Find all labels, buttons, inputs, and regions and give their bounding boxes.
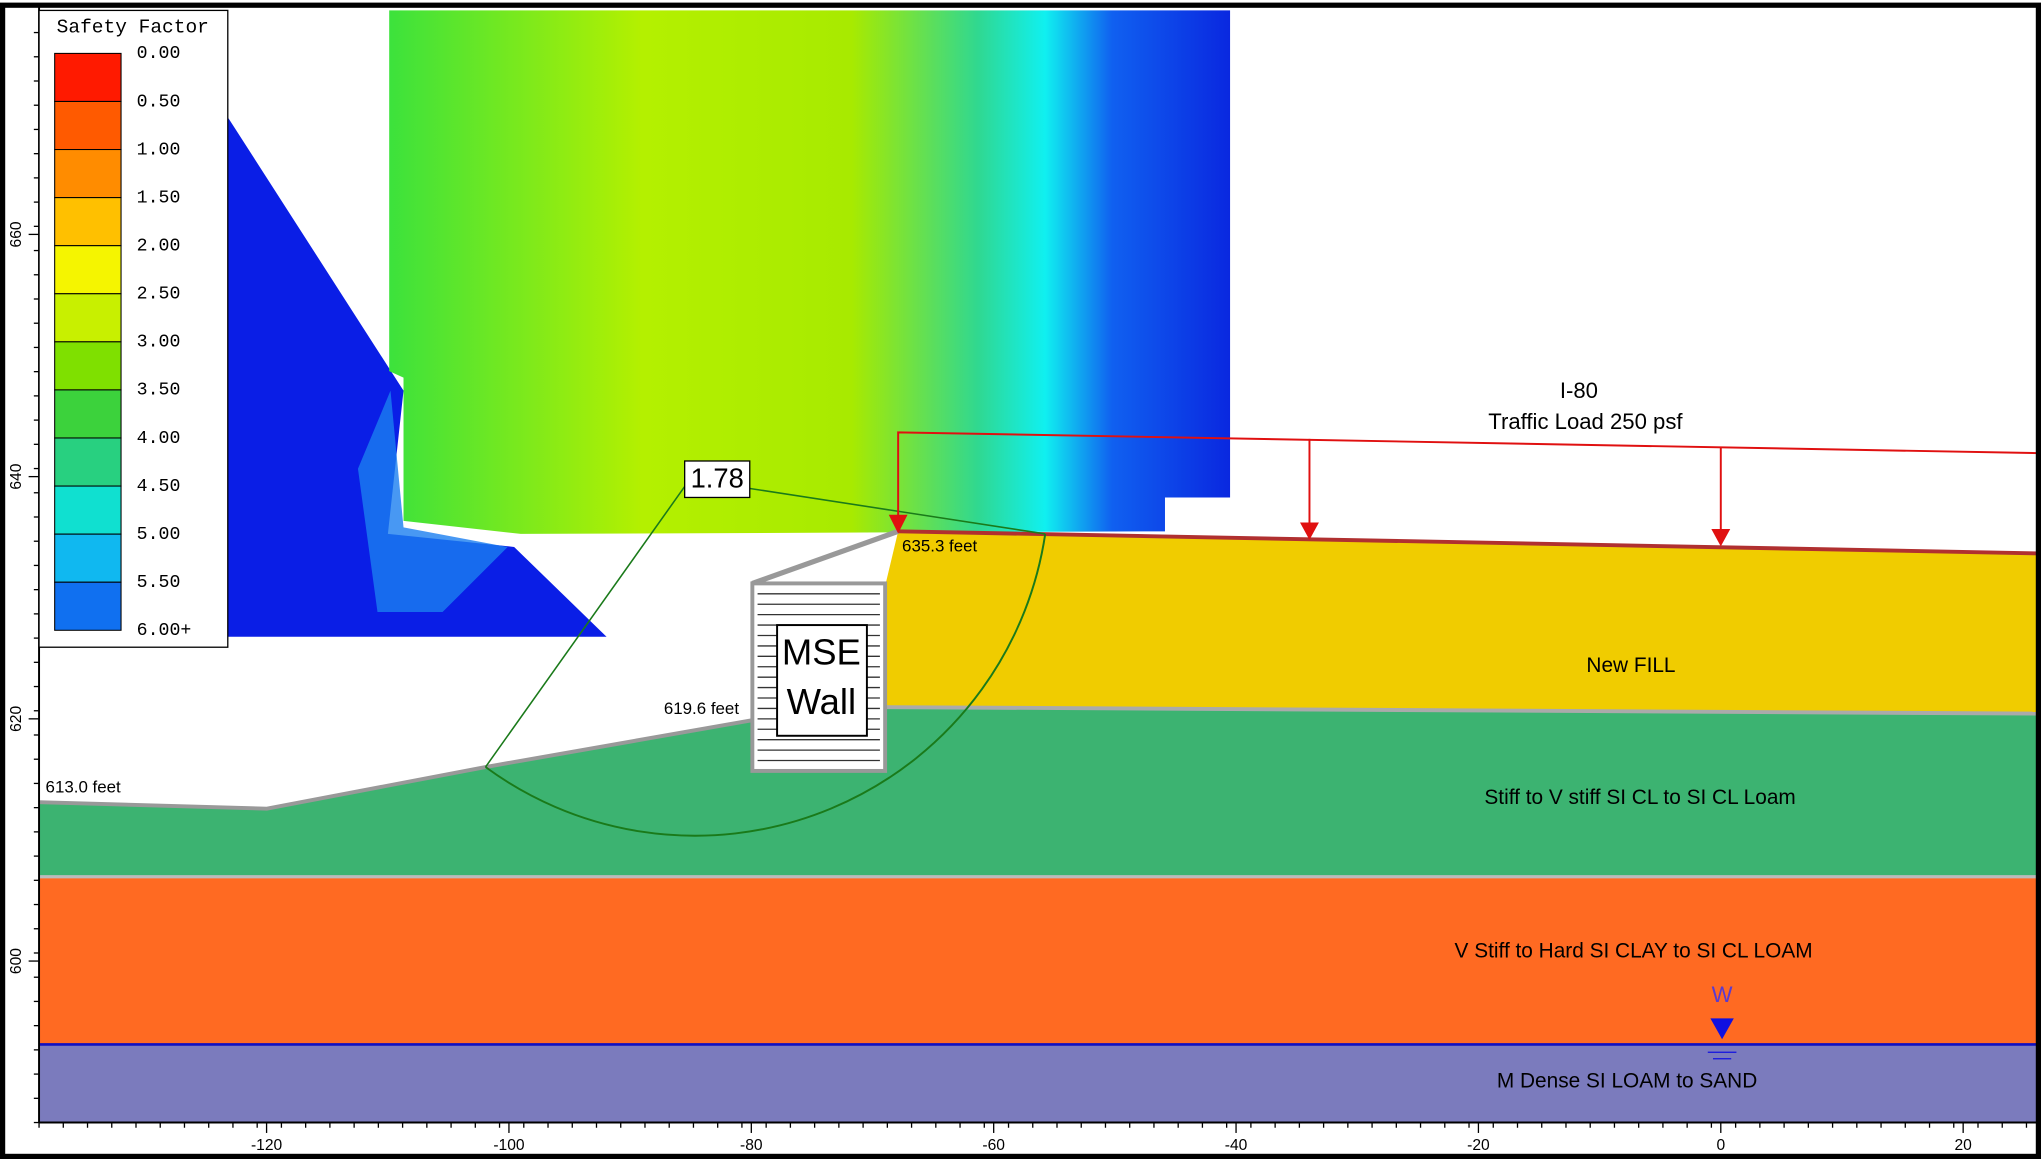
legend-label: 3.50 [137,381,181,401]
wall-label: MSE [782,632,861,673]
legend-label: 2.50 [137,285,181,305]
slip-circle [484,533,1047,837]
legend-label: 1.00 [137,140,181,160]
legend-swatch [54,245,122,295]
mse-wall: MSE Wall [750,581,888,773]
legend-swatch [54,52,122,102]
fill-top [898,529,2041,556]
contour-blue [227,117,607,637]
traffic-load [888,431,2041,547]
legend-swatch [54,437,122,487]
x-tick-label: -100 [493,1137,525,1154]
legend-label: 1.50 [137,188,181,208]
layer-clay [39,876,2041,1045]
factor-box [684,460,751,499]
legend-label: 3.00 [137,333,181,353]
x-tick-label: -60 [982,1137,1005,1154]
layer-fill [885,531,2041,714]
wall-slope [751,528,900,586]
legend-label: 0.50 [137,92,181,112]
legend-label: 4.00 [137,429,181,449]
ground-line [38,718,753,811]
x-tick-label: -20 [1467,1137,1490,1154]
load-title: I-80 [1560,378,1598,403]
legend-swatch [54,485,122,535]
legend-label: 5.00 [137,525,181,545]
y-tick-label: 600 [8,948,25,974]
y-tick-label: 660 [8,221,25,247]
contour-inner [357,390,508,613]
y-tick-label: 620 [8,705,25,731]
min-factor: 1.78 [691,463,744,494]
legend-swatch [54,293,122,343]
load-text: Traffic Load 250 psf [1488,409,1683,434]
layer-sand [39,1044,2041,1123]
legend-title: Safety Factor [57,17,209,39]
legend-label: 2.00 [137,237,181,257]
legend-label: 0.00 [137,44,181,64]
legend-swatch [54,533,122,583]
wall-label: Wall [787,681,856,722]
elevation-label: 635.3 feet [902,536,977,555]
ticks: -120 -100 -80 -60 -40 -20 0 20 600 620 640 660 [8,31,2028,1154]
legend: Safety Factor 0.00 0.50 1.00 1.50 2.00 2.50 3.… [38,9,229,648]
x-tick-label: -40 [1225,1137,1248,1154]
water-label: W [1712,982,1733,1007]
layer-loam [39,707,2041,876]
fill-base [885,705,2041,716]
legend-swatch [54,341,122,391]
layer-label: Stiff to V stiff SI CL to SI CL Loam [1484,786,1795,809]
contour-field [389,10,1231,534]
elevation-label: 613.0 feet [46,777,121,796]
legend-swatch [54,149,122,199]
layer-label: M Dense SI LOAM to SAND [1497,1070,1757,1093]
x-tick-label: -80 [740,1137,763,1154]
legend-swatch [54,100,122,151]
legend-swatch [54,581,122,631]
elevation-label: 619.6 feet [664,699,739,718]
water-symbol [1710,1018,1734,1040]
x-tick-label: 20 [1954,1137,1972,1154]
y-tick-label: 640 [8,463,25,489]
layer-label: New FILL [1586,654,1675,677]
x-tick-label: 0 [1716,1137,1725,1154]
legend-label: 4.50 [137,477,181,497]
layer-label: V Stiff to Hard SI CLAY to SI CL LOAM [1455,939,1813,962]
legend-swatch [54,197,122,247]
x-tick-label: -120 [251,1137,283,1154]
legend-label: 6.00+ [137,621,192,641]
legend-label: 5.50 [137,573,181,593]
legend-swatch [54,389,122,439]
